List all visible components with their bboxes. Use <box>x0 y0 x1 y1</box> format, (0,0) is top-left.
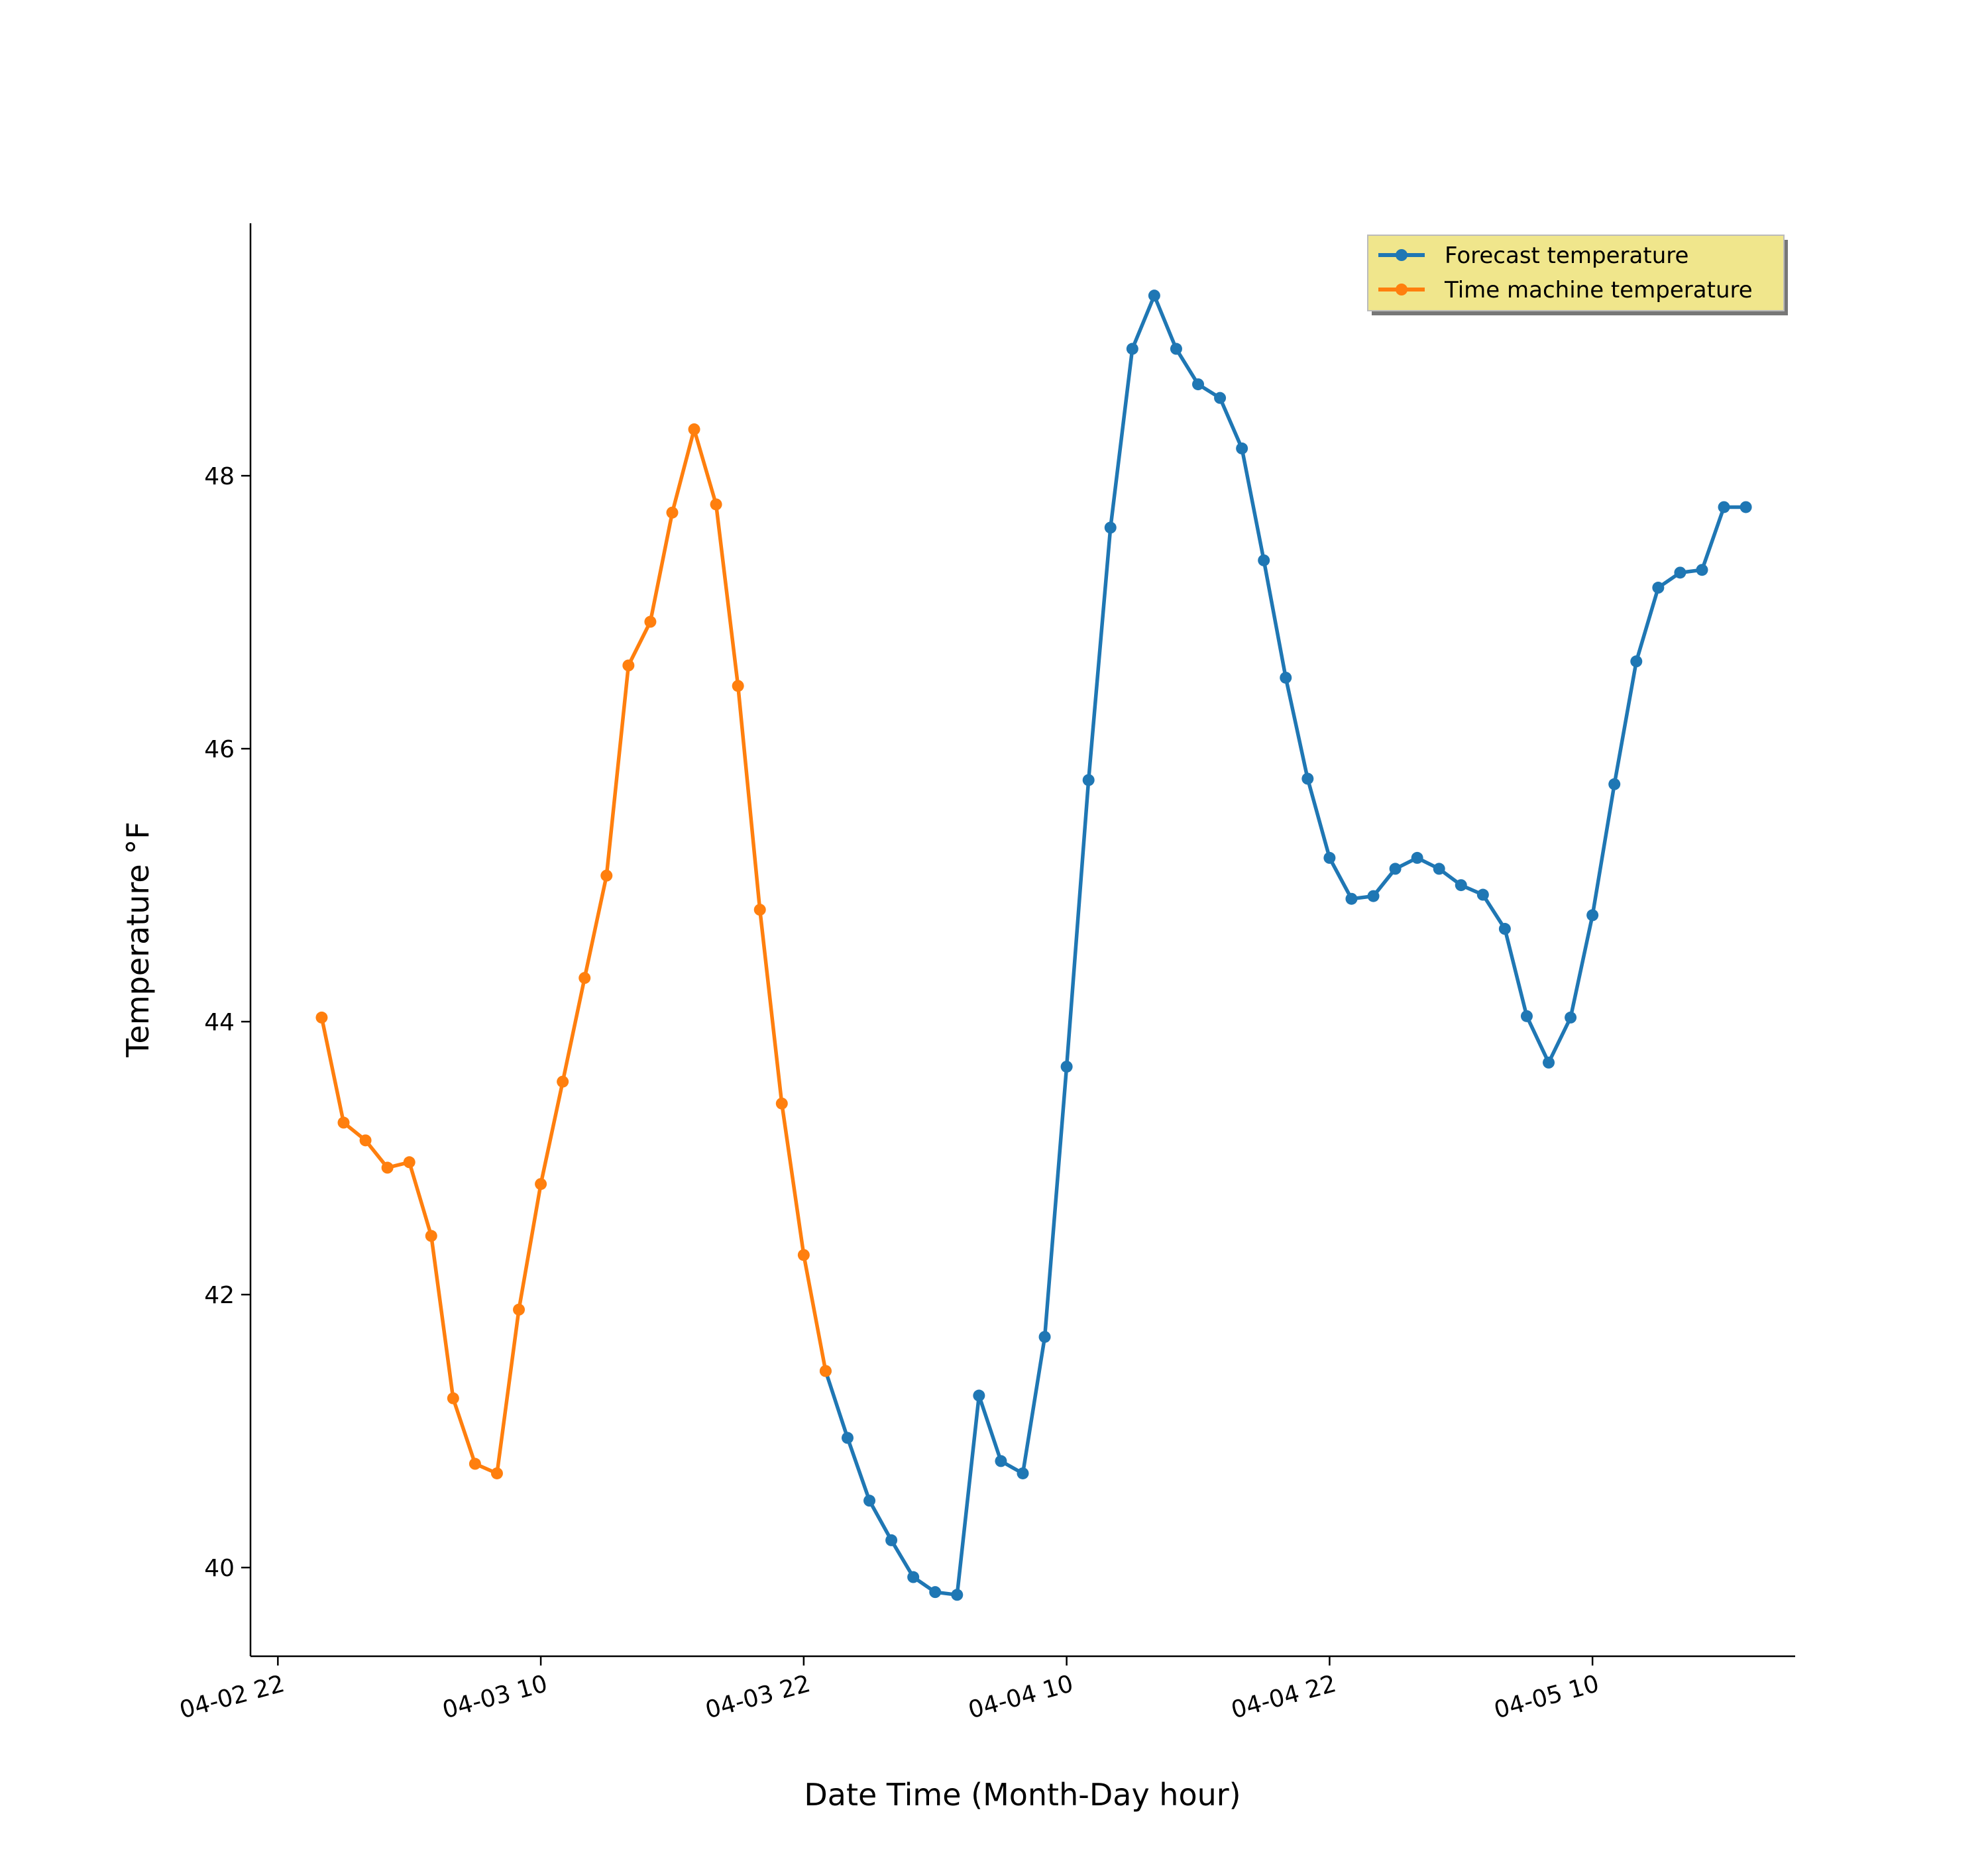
x-tick-label: 04-04 10 <box>966 1670 1076 1724</box>
data-point-forecast <box>863 1495 876 1507</box>
data-point-forecast <box>1038 1330 1051 1343</box>
series-line-timemachine <box>319 427 828 1475</box>
data-point-forecast <box>1082 774 1095 786</box>
data-point-forecast <box>1323 851 1336 864</box>
data-point-forecast <box>1236 442 1248 454</box>
data-point-forecast <box>907 1571 920 1583</box>
data-point-forecast <box>1630 655 1643 668</box>
data-point-timemachine <box>403 1156 415 1169</box>
data-point-forecast <box>1345 892 1358 905</box>
data-point-timemachine <box>490 1467 503 1479</box>
x-tick-label: 04-04 22 <box>1229 1670 1339 1724</box>
data-point-timemachine <box>535 1178 547 1191</box>
data-point-timemachine <box>579 972 591 984</box>
data-point-forecast <box>1192 378 1205 391</box>
data-point-forecast <box>1565 1011 1577 1024</box>
data-point-forecast <box>1258 554 1270 566</box>
y-tick-label: 46 <box>204 736 235 763</box>
data-point-timemachine <box>775 1097 788 1110</box>
legend-forecast-marker <box>1396 249 1408 261</box>
data-point-timemachine <box>797 1249 810 1261</box>
data-point-forecast <box>1674 566 1686 579</box>
data-point-forecast <box>1060 1061 1073 1073</box>
data-point-timemachine <box>600 869 613 882</box>
legend-timemachine-label: Time machine temperature <box>1444 277 1753 303</box>
data-point-timemachine <box>469 1458 481 1470</box>
legend-box <box>1367 235 1785 311</box>
data-point-forecast <box>1520 1010 1533 1022</box>
data-point-forecast <box>1718 501 1730 513</box>
data-point-forecast <box>1017 1467 1029 1479</box>
plot-area <box>315 290 1752 1601</box>
y-tick-label: 48 <box>204 463 235 490</box>
data-point-timemachine <box>337 1116 350 1129</box>
data-point-forecast <box>1498 923 1511 935</box>
data-point-forecast <box>1411 851 1423 864</box>
data-point-timemachine <box>732 680 744 692</box>
data-point-forecast <box>1170 343 1182 355</box>
x-tick-label: 04-02 22 <box>177 1670 288 1724</box>
data-point-timemachine <box>710 498 722 511</box>
data-point-forecast <box>1433 863 1445 875</box>
y-tick-label: 40 <box>204 1555 235 1582</box>
data-point-timemachine <box>359 1134 372 1147</box>
legend-forecast-label: Forecast temperature <box>1445 242 1688 269</box>
data-point-timemachine <box>666 506 679 519</box>
legend-timemachine-marker <box>1396 284 1408 295</box>
y-axis-title: Temperature °F <box>120 822 156 1057</box>
data-point-timemachine <box>753 904 766 916</box>
y-axis-ticks: 40 42 44 46 48 <box>204 463 250 1582</box>
data-point-forecast <box>1389 863 1402 875</box>
data-point-timemachine <box>644 615 657 628</box>
x-tick-label: 04-03 22 <box>702 1670 813 1724</box>
data-point-forecast <box>1148 290 1160 302</box>
data-point-timemachine <box>557 1075 569 1088</box>
data-point-timemachine <box>425 1230 437 1242</box>
data-point-timemachine <box>622 659 635 672</box>
y-tick-label: 42 <box>204 1282 235 1309</box>
data-point-forecast <box>1280 671 1292 684</box>
data-point-forecast <box>951 1589 964 1601</box>
x-tick-label: 04-03 10 <box>439 1670 550 1724</box>
data-point-forecast <box>1652 582 1665 594</box>
data-point-forecast <box>1586 909 1599 922</box>
x-axis-title: Date Time (Month-Day hour) <box>804 1777 1241 1813</box>
data-point-forecast <box>1476 888 1489 901</box>
data-point-forecast <box>995 1455 1007 1467</box>
data-point-forecast <box>1543 1056 1555 1069</box>
data-point-forecast <box>1104 521 1117 534</box>
data-point-timemachine <box>513 1303 525 1316</box>
data-point-forecast <box>841 1432 854 1444</box>
data-point-forecast <box>1367 890 1380 902</box>
data-point-forecast <box>1214 392 1227 404</box>
data-point-forecast <box>1740 501 1752 513</box>
data-point-forecast <box>1455 879 1467 892</box>
data-point-forecast <box>929 1586 942 1599</box>
data-point-forecast <box>1608 778 1621 790</box>
x-axis-ticks: 04-02 22 04-03 10 04-03 22 04-04 10 04-04 22… <box>177 1656 1602 1724</box>
data-point-timemachine <box>688 423 700 436</box>
y-tick-label: 44 <box>204 1009 235 1036</box>
data-point-timemachine <box>381 1161 394 1174</box>
data-point-forecast <box>885 1534 898 1546</box>
data-point-forecast <box>973 1389 985 1402</box>
data-point-timemachine <box>447 1392 459 1404</box>
legend: Forecast temperature Time machine temper… <box>1367 235 1788 315</box>
series-line-forecast <box>824 293 1748 1597</box>
x-tick-label: 04-05 10 <box>1492 1670 1602 1724</box>
data-point-forecast <box>1126 343 1138 355</box>
data-point-timemachine <box>315 1011 328 1024</box>
data-point-forecast <box>1696 564 1708 576</box>
data-point-timemachine <box>819 1365 832 1377</box>
data-point-forecast <box>1301 772 1314 785</box>
